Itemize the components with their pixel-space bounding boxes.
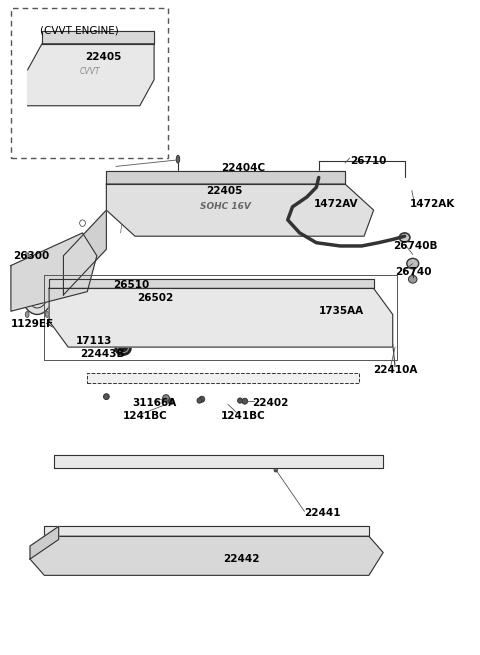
- Ellipse shape: [399, 233, 410, 242]
- Ellipse shape: [297, 305, 316, 321]
- Text: 31166A: 31166A: [132, 398, 177, 407]
- Polygon shape: [30, 536, 383, 575]
- Ellipse shape: [189, 196, 210, 214]
- Polygon shape: [54, 455, 383, 468]
- Text: 22441: 22441: [304, 508, 341, 518]
- Ellipse shape: [75, 326, 85, 335]
- Text: 26510: 26510: [114, 280, 150, 290]
- Polygon shape: [30, 527, 59, 559]
- Text: 17113: 17113: [75, 335, 112, 346]
- Ellipse shape: [205, 544, 208, 548]
- Ellipse shape: [311, 176, 322, 185]
- Ellipse shape: [274, 468, 277, 472]
- Ellipse shape: [116, 342, 131, 355]
- Text: 22402: 22402: [252, 398, 288, 407]
- Ellipse shape: [408, 275, 417, 283]
- Ellipse shape: [163, 395, 169, 402]
- Text: (CVVT ENGINE): (CVVT ENGINE): [39, 26, 118, 36]
- Text: 1241BC: 1241BC: [123, 411, 168, 421]
- Text: 22405: 22405: [85, 52, 121, 62]
- Ellipse shape: [340, 326, 350, 335]
- Ellipse shape: [97, 305, 116, 321]
- Ellipse shape: [55, 282, 59, 288]
- Text: 22405: 22405: [206, 185, 243, 196]
- Polygon shape: [107, 184, 373, 236]
- Ellipse shape: [104, 394, 109, 400]
- Polygon shape: [63, 210, 107, 295]
- Polygon shape: [49, 278, 373, 288]
- Polygon shape: [28, 44, 154, 105]
- Ellipse shape: [25, 312, 29, 318]
- Ellipse shape: [168, 398, 174, 404]
- Ellipse shape: [199, 396, 204, 402]
- Text: 1472AK: 1472AK: [409, 198, 455, 208]
- Ellipse shape: [407, 258, 419, 269]
- Text: 1472AV: 1472AV: [314, 198, 359, 208]
- Text: 1735AA: 1735AA: [319, 306, 364, 316]
- FancyBboxPatch shape: [11, 8, 168, 158]
- Text: 26740: 26740: [395, 267, 432, 277]
- Ellipse shape: [100, 336, 103, 339]
- Text: 1129EF: 1129EF: [11, 319, 54, 329]
- Ellipse shape: [45, 253, 49, 259]
- Ellipse shape: [202, 334, 211, 343]
- Text: SOHC 16V: SOHC 16V: [200, 202, 251, 212]
- Text: CVVT: CVVT: [79, 67, 100, 77]
- Ellipse shape: [164, 305, 183, 321]
- Ellipse shape: [197, 398, 202, 403]
- Polygon shape: [87, 373, 360, 383]
- Text: 26502: 26502: [137, 293, 174, 303]
- Ellipse shape: [142, 536, 176, 562]
- Polygon shape: [107, 171, 345, 184]
- Ellipse shape: [45, 312, 49, 318]
- Text: 1241BC: 1241BC: [221, 411, 265, 421]
- Text: 26710: 26710: [350, 156, 386, 166]
- Text: 26740B: 26740B: [393, 241, 437, 251]
- Ellipse shape: [15, 282, 19, 288]
- Polygon shape: [11, 233, 97, 311]
- Ellipse shape: [230, 305, 250, 321]
- Ellipse shape: [238, 536, 271, 562]
- Ellipse shape: [47, 536, 80, 562]
- Text: 22443B: 22443B: [80, 348, 125, 358]
- Text: 22442: 22442: [223, 554, 260, 564]
- Ellipse shape: [25, 253, 29, 259]
- Ellipse shape: [176, 155, 180, 163]
- Ellipse shape: [333, 536, 366, 562]
- Polygon shape: [44, 527, 369, 536]
- Polygon shape: [42, 31, 154, 44]
- Text: 22410A: 22410A: [373, 365, 418, 375]
- Ellipse shape: [238, 398, 242, 403]
- Ellipse shape: [19, 255, 55, 314]
- Text: 26300: 26300: [13, 251, 49, 261]
- Text: 22404C: 22404C: [221, 162, 265, 173]
- Polygon shape: [49, 288, 393, 347]
- Ellipse shape: [242, 398, 248, 404]
